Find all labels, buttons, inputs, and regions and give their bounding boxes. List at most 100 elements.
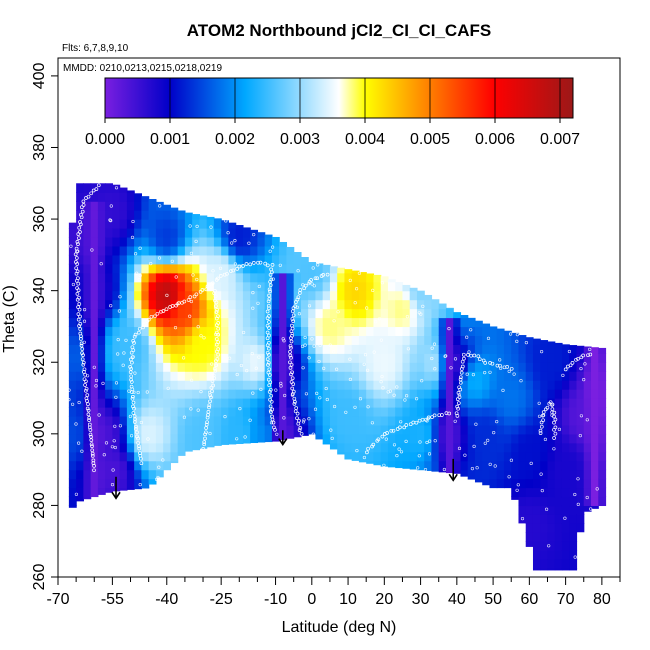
heatmap-cell	[358, 335, 367, 345]
sample-point	[307, 282, 311, 286]
heatmap-cell	[228, 254, 237, 265]
heatmap-cell	[148, 442, 157, 453]
heatmap-cell	[199, 219, 208, 229]
heatmap-cell	[163, 460, 171, 471]
heatmap-cell	[409, 362, 418, 372]
heatmap-cell	[213, 389, 222, 399]
heatmap-cell	[496, 424, 505, 435]
heatmap-cell	[503, 344, 512, 354]
heatmap-cell	[380, 335, 389, 345]
heatmap-cell	[126, 380, 135, 390]
heatmap-cell	[119, 335, 128, 345]
heatmap-cell	[576, 398, 585, 408]
track-point	[455, 404, 460, 409]
sample-point	[109, 304, 113, 308]
heatmap-cell	[206, 433, 215, 444]
heatmap-cell	[416, 371, 425, 381]
track-point	[78, 331, 83, 336]
heatmap-cell	[351, 344, 360, 354]
heatmap-cell	[105, 263, 113, 274]
heatmap-cell	[250, 236, 259, 247]
heatmap-cell	[83, 272, 92, 283]
sample-point	[420, 379, 424, 383]
heatmap-cell	[489, 442, 498, 453]
heatmap-cell	[126, 433, 135, 444]
sample-point	[82, 308, 87, 312]
heatmap-cell	[467, 389, 476, 399]
heatmap-cell	[554, 389, 563, 399]
sample-point	[250, 352, 254, 356]
track-point	[268, 273, 273, 277]
heatmap-cell	[395, 308, 404, 319]
heatmap-cell	[192, 308, 200, 319]
heatmap-cell	[177, 424, 186, 435]
heatmap-cell	[395, 433, 404, 444]
heatmap-cell	[206, 335, 215, 345]
heatmap-cell	[424, 406, 433, 417]
sample-point	[108, 218, 112, 222]
heatmap-cell	[105, 210, 113, 220]
heatmap-cell	[126, 344, 135, 354]
heatmap-cell	[424, 308, 433, 319]
heatmap-cell	[532, 523, 541, 533]
sample-point	[214, 332, 218, 337]
x-tick-label: 50	[484, 591, 502, 608]
heatmap-cell	[163, 353, 171, 363]
heatmap-cell	[300, 272, 309, 283]
descent-arrow-head	[448, 473, 458, 482]
heatmap-cell	[598, 389, 607, 399]
colorbar-gradient	[104, 77, 574, 119]
heatmap-cell	[511, 332, 520, 336]
track-point	[267, 373, 272, 377]
heatmap-cell	[315, 335, 324, 345]
heatmap-cell	[97, 201, 106, 211]
heatmap-cell	[503, 424, 512, 435]
track-point	[404, 423, 409, 427]
sample-point	[447, 327, 451, 331]
heatmap-cell	[445, 307, 454, 310]
heatmap-cell	[148, 236, 157, 247]
track-point	[76, 276, 80, 281]
heatmap-cell	[141, 344, 150, 354]
track-point	[141, 322, 146, 327]
heatmap-cell	[163, 281, 171, 292]
heatmap-cell	[155, 469, 164, 478]
heatmap-cell	[460, 314, 469, 319]
heatmap-cell	[213, 308, 222, 319]
heatmap-cell	[590, 505, 599, 509]
track-point	[581, 353, 585, 358]
heatmap-cell	[453, 460, 462, 471]
heatmap-cell	[68, 290, 77, 301]
heatmap-cell	[163, 362, 171, 372]
track-point	[289, 355, 293, 360]
x-tick-label: 0	[307, 591, 316, 608]
track-point	[83, 388, 88, 393]
heatmap-cell	[141, 353, 150, 363]
sample-point	[472, 444, 476, 449]
heatmap-cell	[445, 398, 454, 408]
sample-point	[254, 366, 258, 370]
heatmap-cell	[83, 219, 92, 229]
heatmap-cell	[235, 353, 244, 363]
heatmap-cell	[83, 380, 92, 390]
track-point	[302, 286, 307, 291]
heatmap-cell	[257, 389, 266, 399]
track-point	[84, 386, 89, 391]
heatmap-cell	[221, 406, 230, 417]
track-point	[84, 396, 89, 401]
track-point	[130, 360, 134, 365]
track-point	[89, 438, 94, 442]
heatmap-cell	[547, 344, 556, 354]
track-point	[290, 333, 294, 338]
heatmap-cell	[105, 245, 113, 256]
heatmap-cell	[438, 380, 447, 390]
heatmap-cell	[358, 362, 367, 372]
sample-point	[316, 263, 320, 267]
heatmap-cell	[547, 514, 556, 524]
heatmap-cell	[300, 317, 309, 328]
heatmap-cell	[525, 460, 534, 471]
heatmap-cell	[279, 272, 288, 283]
sample-point	[406, 347, 411, 351]
track-point	[146, 317, 151, 322]
sample-point	[196, 325, 200, 329]
